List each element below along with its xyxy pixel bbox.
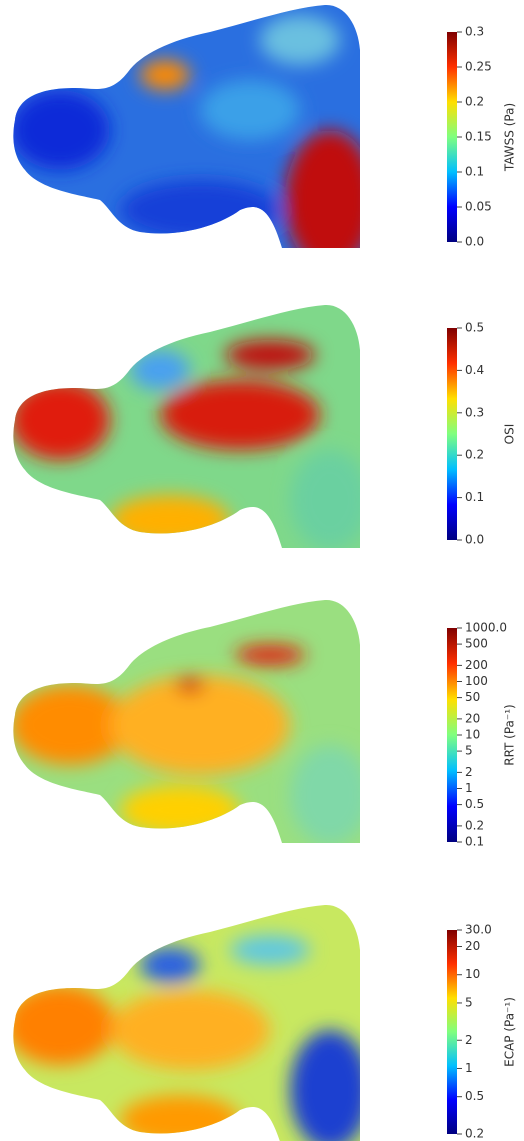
tick-label: 0.1 bbox=[465, 490, 484, 504]
tick-label: 20 bbox=[465, 939, 480, 953]
tick-label: 1 bbox=[465, 781, 473, 795]
tick-label: 0.2 bbox=[465, 1127, 484, 1141]
tick-label: 0.3 bbox=[465, 25, 484, 39]
tick-label: 0.1 bbox=[465, 835, 484, 849]
colorbar-title: RRT (Pa⁻¹) bbox=[503, 704, 517, 766]
colorbar-title: ECAP (Pa⁻¹) bbox=[503, 997, 517, 1067]
colorbar-title: TAWSS (Pa) bbox=[503, 103, 517, 172]
tick-label: 0.2 bbox=[465, 818, 484, 832]
tick-label: 50 bbox=[465, 690, 480, 704]
model-rrt bbox=[10, 600, 370, 845]
tick-label: 2 bbox=[465, 765, 473, 779]
tick-label: 5 bbox=[465, 744, 473, 758]
model-tawss bbox=[10, 5, 375, 270]
tick-label: 2 bbox=[465, 1033, 473, 1047]
tick-label: 30.0 bbox=[465, 923, 492, 937]
tick-label: 0.25 bbox=[465, 60, 492, 74]
tick-label: 0.1 bbox=[465, 165, 484, 179]
tick-label: 0.0 bbox=[465, 533, 484, 547]
tick-label: 1 bbox=[465, 1061, 473, 1075]
tick-label: 0.15 bbox=[465, 130, 492, 144]
tick-label: 0.05 bbox=[465, 200, 492, 214]
colorbar bbox=[447, 32, 457, 242]
tick-label: 0.2 bbox=[465, 448, 484, 462]
model-ecap bbox=[5, 905, 370, 1141]
colorbar bbox=[447, 930, 457, 1134]
tick-label: 0.2 bbox=[465, 95, 484, 109]
tick-label: 0.5 bbox=[465, 1089, 484, 1103]
tick-label: 5 bbox=[465, 995, 473, 1009]
tick-label: 500 bbox=[465, 637, 488, 651]
tick-label: 0.0 bbox=[465, 235, 484, 249]
tick-label: 10 bbox=[465, 967, 480, 981]
tick-label: 1000.0 bbox=[465, 621, 507, 635]
tick-label: 20 bbox=[465, 711, 480, 725]
colorbar-title: OSI bbox=[503, 424, 517, 445]
tick-label: 0.3 bbox=[465, 405, 484, 419]
colorbar bbox=[447, 628, 457, 842]
figure: 0.00.050.10.150.20.250.3TAWSS (Pa)0.00.1… bbox=[0, 0, 524, 1141]
tick-label: 0.4 bbox=[465, 363, 484, 377]
model-osi bbox=[10, 305, 370, 550]
tick-label: 200 bbox=[465, 658, 488, 672]
tick-label: 100 bbox=[465, 674, 488, 688]
tick-label: 0.5 bbox=[465, 321, 484, 335]
tick-label: 0.5 bbox=[465, 797, 484, 811]
tick-label: 10 bbox=[465, 728, 480, 742]
colorbar bbox=[447, 328, 457, 540]
